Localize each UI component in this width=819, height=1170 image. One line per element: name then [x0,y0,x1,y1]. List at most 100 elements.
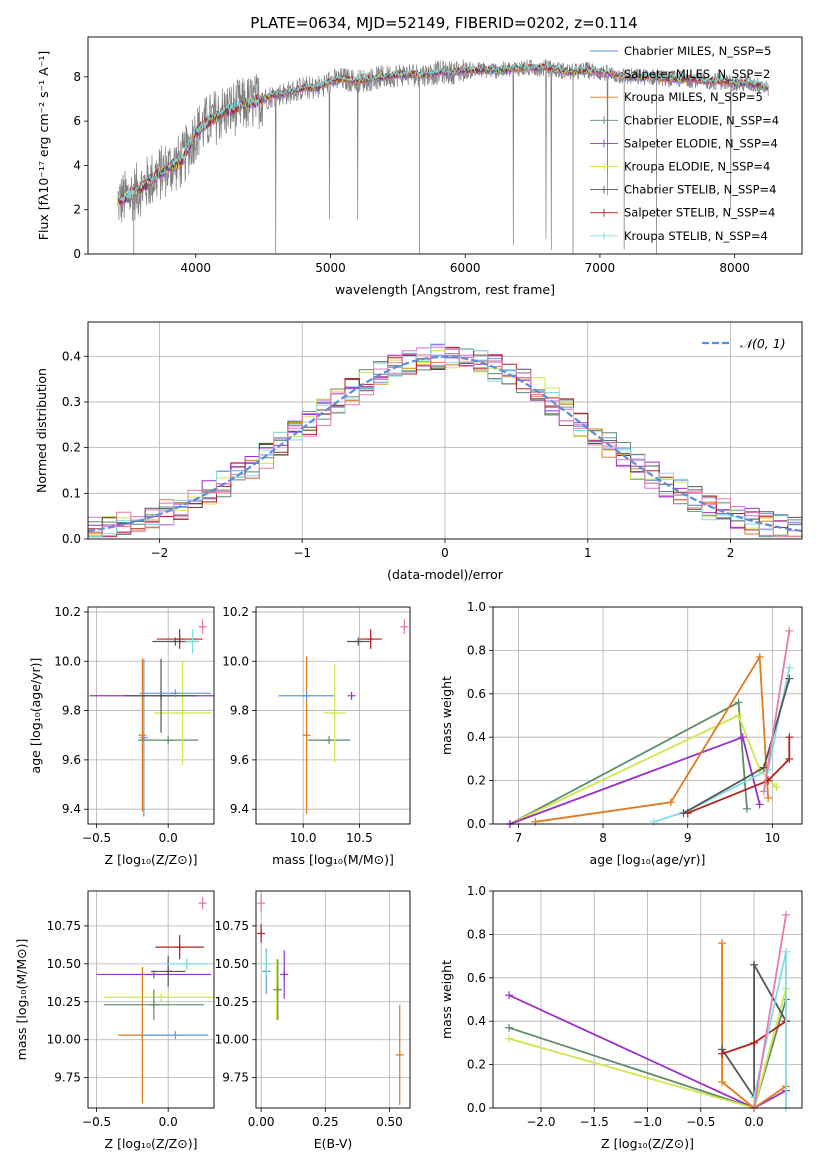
axes-frame [492,606,803,825]
weight-line [721,961,787,1101]
error-bar-point [153,661,212,765]
x-axis-label: wavelength [Angstrom, rest frame] [335,282,555,297]
error-bar-point [257,924,266,943]
y-tick-label: 10.00 [215,1033,249,1047]
y-tick-label: 0.2 [467,774,486,788]
y-tick-label: 0.0 [62,532,81,546]
error-bar-point [198,619,207,635]
error-bar-point [262,951,271,976]
error-bar-point [165,957,209,970]
y-tick-label: 0.6 [467,687,486,701]
y-axis-label: Normed distribution [34,368,49,493]
error-bar-point [139,689,212,698]
axes-frame [87,36,803,255]
legend-label: Salpeter STELIB, N_SSP=4 [624,206,775,220]
y-tick-label: 9.6 [62,753,81,767]
axes-frame [255,890,411,1109]
x-tick-label: −0.5 [686,1115,715,1129]
error-bar-point [302,656,311,815]
y-tick-label: 10.50 [215,957,249,971]
legend-label: Salpeter ELODIE, N_SSP=4 [624,136,778,150]
legend-label: Chabrier ELODIE, N_SSP=4 [624,113,779,127]
y-axis-label: mass weight [439,960,454,1039]
figure-title: PLATE=0634, MJD=52149, FIBERID=0202, z=0… [250,14,637,32]
y-axis-label: mass [log₁₀(M/M⊙)] [14,939,29,1061]
y-tick-label: 0.4 [467,1014,486,1028]
x-axis-label: Z [log₁₀(Z/Z⊙)] [105,1136,198,1151]
x-tick-label: −1.0 [633,1115,662,1129]
legend-label: Kroupa ELODIE, N_SSP=4 [624,160,770,174]
x-tick-label: 8000 [719,261,750,275]
weight-line [753,951,787,1108]
y-tick-label: 0.0 [467,1101,486,1115]
axes-frame [255,606,411,825]
error-bar-point [395,1004,404,1105]
y-tick-label: 1.0 [467,600,486,614]
error-bar-point [139,658,148,817]
x-axis-label: Z [log₁₀(Z/Z⊙)] [105,852,198,867]
x-tick-label: 9 [684,831,692,845]
y-tick-label: 9.75 [54,1071,81,1085]
legend-label: Chabrier STELIB, N_SSP=4 [624,183,776,197]
error-bar-point [359,629,382,649]
error-bar-point [103,989,204,1020]
model-spectrum-line [117,63,769,204]
x-tick-label: 8 [599,831,607,845]
y-tick-label: 10.75 [215,919,249,933]
x-tick-label: 5000 [315,261,346,275]
error-bar-point [142,1031,209,1040]
y-tick-label: 9.8 [230,704,249,718]
weight-line [753,914,787,1109]
y-tick-label: 0.4 [467,730,486,744]
weight-line [509,714,778,825]
y-tick-label: 9.8 [62,704,81,718]
model-spectrum-line [117,62,769,205]
y-tick-label: 10.0 [54,654,81,668]
y-tick-label: 0.8 [467,927,486,941]
error-bar-point [185,629,200,654]
y-tick-label: 9.6 [230,753,249,767]
x-axis-label: age [log₁₀(age/yr)] [590,852,706,867]
x-tick-label: 0.0 [159,831,178,845]
weight-line [687,737,791,814]
y-tick-label: 9.4 [62,802,81,816]
normal-curve [87,355,803,533]
y-tick-label: 2 [73,203,81,217]
y-tick-label: 10.25 [215,995,249,1009]
x-tick-label: −2 [151,546,169,560]
x-tick-label: −1 [293,546,311,560]
x-tick-label: 7000 [585,261,616,275]
x-tick-label: −2.0 [526,1115,555,1129]
y-tick-label: 10.50 [47,957,81,971]
y-tick-label: 10.0 [222,654,249,668]
y-tick-label: 0.8 [467,643,486,657]
weight-line [763,630,791,792]
error-bar-point [198,897,207,910]
x-tick-label: 0.25 [312,1115,339,1129]
weight-line [535,653,769,823]
x-axis-label: mass [log₁₀(M/M⊙)] [272,852,394,867]
y-tick-label: 0 [73,247,81,261]
error-bar-point [103,993,214,1002]
y-tick-label: 10.75 [47,919,81,933]
x-axis-label: E(B-V) [314,1136,353,1151]
y-tick-label: 8 [73,70,81,84]
x-tick-label: −1.5 [580,1115,609,1129]
error-bar-point [138,658,147,812]
error-bar-point [155,935,204,960]
x-tick-label: −0.5 [82,831,111,845]
axes-frame [87,606,215,825]
x-tick-label: 0 [441,546,449,560]
error-bar-point [323,663,346,763]
y-tick-label: 6 [73,114,81,128]
y-tick-label: 10.2 [54,605,81,619]
error-bar-point [138,736,199,745]
y-tick-label: 10.2 [222,605,249,619]
error-bar-point [273,959,282,1020]
weight-line [721,943,787,1110]
y-tick-label: 0.2 [62,441,81,455]
y-tick-label: 0.2 [467,1058,486,1072]
y-tick-label: 0.4 [62,349,81,363]
error-bar-point [156,629,203,649]
